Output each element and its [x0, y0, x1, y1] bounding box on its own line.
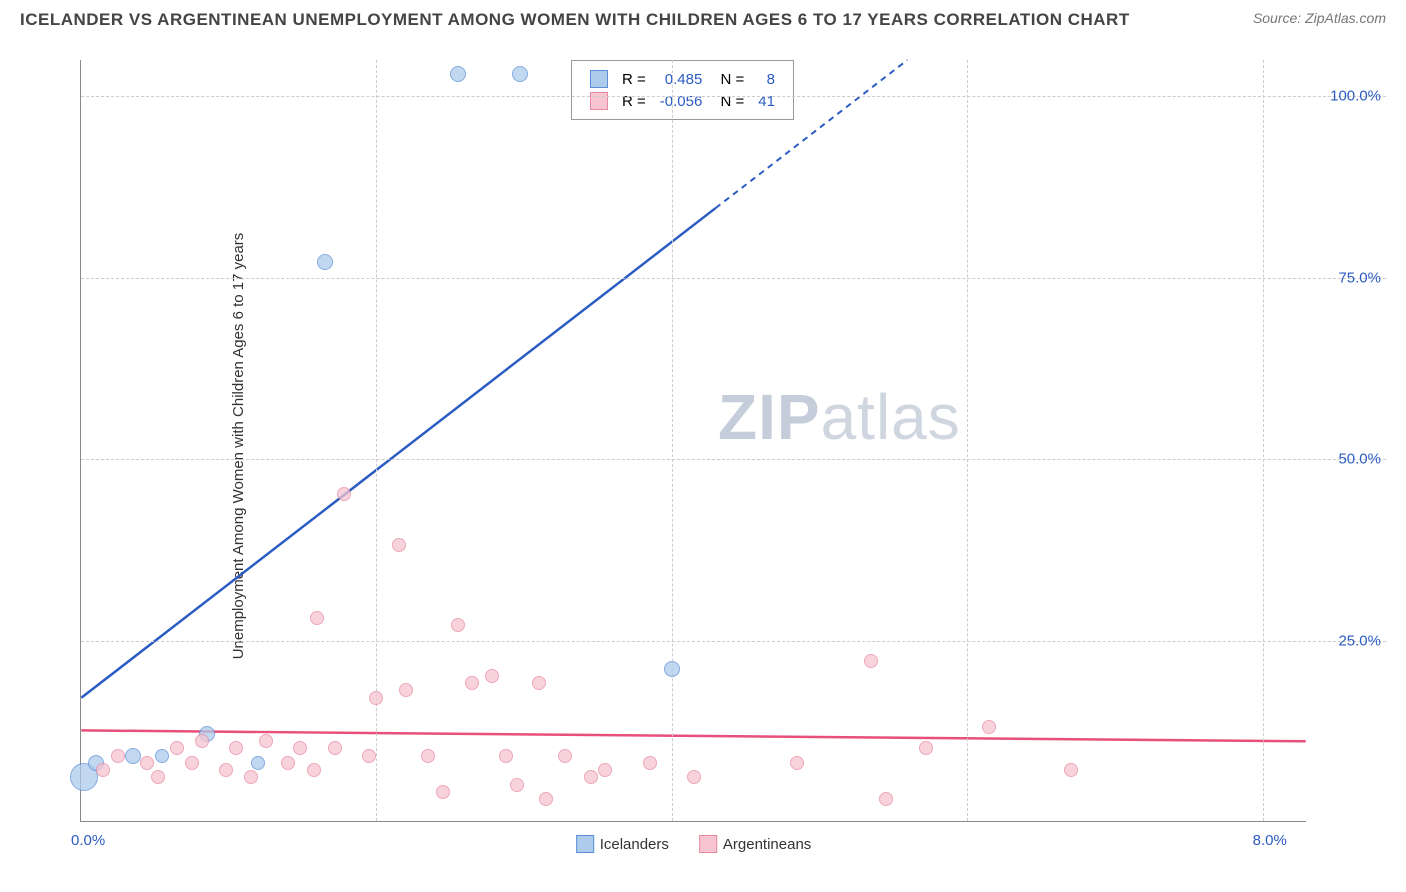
- data-point: [510, 778, 524, 792]
- legend-swatch: [590, 92, 608, 110]
- data-point: [195, 734, 209, 748]
- legend-label: Argentineans: [723, 836, 811, 853]
- data-point: [229, 741, 243, 755]
- data-point: [558, 749, 572, 763]
- grid-line-v: [376, 60, 377, 821]
- series-legend: Icelanders Argentineans: [576, 835, 812, 853]
- data-point: [982, 720, 996, 734]
- data-point: [155, 749, 169, 763]
- data-point: [399, 683, 413, 697]
- data-point: [485, 669, 499, 683]
- data-point: [310, 611, 324, 625]
- data-point: [259, 734, 273, 748]
- source-label: Source: ZipAtlas.com: [1253, 10, 1386, 26]
- data-point: [451, 618, 465, 632]
- grid-line-h: [81, 459, 1386, 460]
- data-point: [436, 785, 450, 799]
- y-tick-label: 25.0%: [1338, 632, 1381, 649]
- n-value: 41: [752, 91, 781, 111]
- grid-line-h: [81, 96, 1386, 97]
- data-point: [307, 763, 321, 777]
- grid-line-v: [967, 60, 968, 821]
- grid-line-v: [1263, 60, 1264, 821]
- data-point: [598, 763, 612, 777]
- legend-item: Argentineans: [699, 835, 811, 853]
- y-tick-label: 75.0%: [1338, 269, 1381, 286]
- y-tick-label: 50.0%: [1338, 451, 1381, 468]
- data-point: [96, 763, 110, 777]
- data-point: [151, 770, 165, 784]
- data-point: [251, 756, 265, 770]
- r-label: R =: [616, 69, 652, 89]
- r-value: 0.485: [654, 69, 709, 89]
- data-point: [369, 691, 383, 705]
- y-tick-label: 100.0%: [1330, 88, 1381, 105]
- data-point: [293, 741, 307, 755]
- watermark: ZIPatlas: [718, 380, 961, 454]
- n-label: N =: [710, 69, 750, 89]
- data-point: [125, 748, 141, 764]
- grid-line-h: [81, 278, 1386, 279]
- data-point: [512, 66, 528, 82]
- data-point: [421, 749, 435, 763]
- chart-area: Unemployment Among Women with Children A…: [60, 40, 1386, 852]
- legend-label: Icelanders: [600, 836, 669, 853]
- data-point: [219, 763, 233, 777]
- data-point: [111, 749, 125, 763]
- plot-region: ZIPatlas R = 0.485 N = 8 R = -0.056 N = …: [80, 60, 1306, 822]
- legend-swatch: [576, 835, 594, 853]
- x-tick-label: 0.0%: [71, 832, 105, 849]
- x-tick-label: 8.0%: [1253, 832, 1287, 849]
- data-point: [539, 792, 553, 806]
- r-label: R =: [616, 91, 652, 111]
- data-point: [643, 756, 657, 770]
- data-point: [1064, 763, 1078, 777]
- r-value: -0.056: [654, 91, 709, 111]
- data-point: [879, 792, 893, 806]
- data-point: [532, 676, 546, 690]
- legend-swatch: [590, 70, 608, 88]
- data-point: [584, 770, 598, 784]
- chart-title: ICELANDER VS ARGENTINEAN UNEMPLOYMENT AM…: [20, 10, 1130, 30]
- data-point: [185, 756, 199, 770]
- data-point: [465, 676, 479, 690]
- legend-item: Icelanders: [576, 835, 669, 853]
- n-value: 8: [752, 69, 781, 89]
- grid-line-v: [672, 60, 673, 821]
- legend-swatch: [699, 835, 717, 853]
- data-point: [864, 654, 878, 668]
- correlation-legend: R = 0.485 N = 8 R = -0.056 N = 41: [571, 60, 794, 120]
- data-point: [790, 756, 804, 770]
- regression-lines: [81, 60, 1306, 821]
- data-point: [170, 741, 184, 755]
- data-point: [919, 741, 933, 755]
- data-point: [362, 749, 376, 763]
- data-point: [687, 770, 701, 784]
- data-point: [337, 487, 351, 501]
- grid-line-h: [81, 641, 1386, 642]
- data-point: [664, 661, 680, 677]
- data-point: [499, 749, 513, 763]
- data-point: [392, 538, 406, 552]
- data-point: [244, 770, 258, 784]
- data-point: [450, 66, 466, 82]
- data-point: [281, 756, 295, 770]
- data-point: [317, 254, 333, 270]
- data-point: [328, 741, 342, 755]
- n-label: N =: [710, 91, 750, 111]
- data-point: [140, 756, 154, 770]
